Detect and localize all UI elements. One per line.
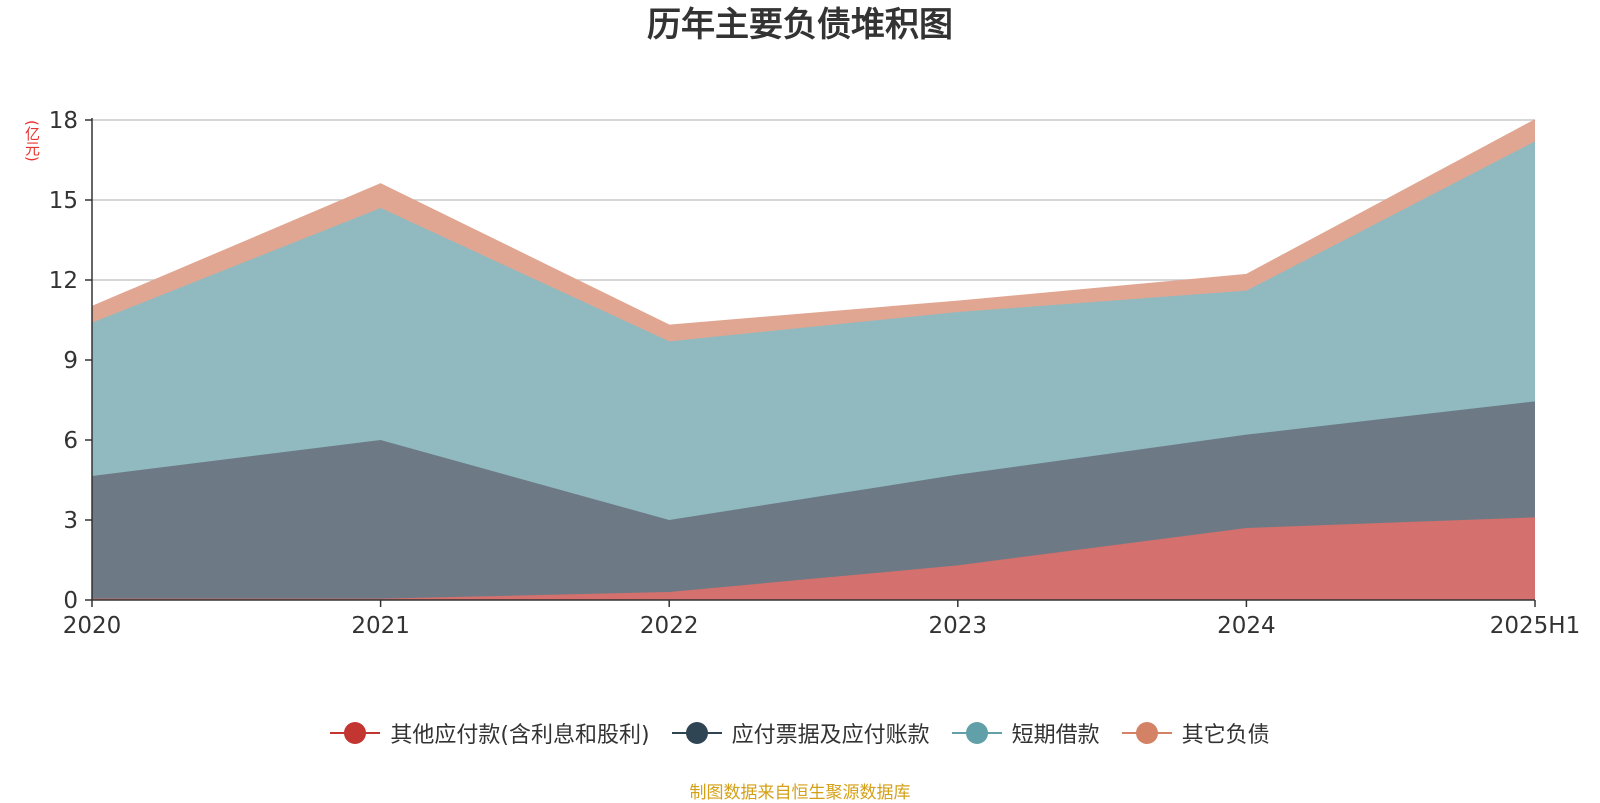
- area-series-2: [92, 141, 1535, 521]
- x-tick-label-5: 2025H1: [1490, 613, 1580, 639]
- line-series-3: [91, 119, 1536, 327]
- y-tick-label-5: 15: [49, 188, 78, 214]
- y-axis-unit: (亿元): [23, 120, 41, 162]
- legend-item-notes-accounts-payable[interactable]: 应付票据及应付账款: [671, 717, 930, 749]
- legend-item-short-term-loans[interactable]: 短期借款: [951, 717, 1100, 749]
- x-tick-label-3: 2023: [929, 613, 988, 639]
- y-tick-label-6: 18: [49, 108, 78, 134]
- legend-label-other-liabilities: 其它负债: [1181, 723, 1270, 748]
- x-tick-label-2: 2022: [640, 613, 699, 639]
- legend: 其他应付款(含利息和股利) 应付票据及应付账款 短期借款 其它负债: [0, 717, 1600, 749]
- legend-marker-notes-accounts-payable: [671, 721, 722, 745]
- legend-label-notes-accounts-payable: 应付票据及应付账款: [731, 723, 930, 748]
- source-note: 制图数据来自恒生聚源数据库: [689, 783, 911, 803]
- y-tick-label-1: 3: [63, 508, 78, 534]
- x-tick-label-0: 2020: [63, 613, 122, 639]
- area-series-1: [92, 401, 1535, 599]
- chart-title: 历年主要负债堆积图: [647, 5, 953, 45]
- legend-marker-short-term-loans: [951, 721, 1002, 745]
- legend-label-other-payables: 其他应付款(含利息和股利): [390, 723, 650, 748]
- area-series-3: [92, 120, 1535, 342]
- x-tick-label-1: 2021: [351, 613, 410, 639]
- legend-item-other-liabilities[interactable]: 其它负债: [1121, 717, 1270, 749]
- x-tick-label-4: 2024: [1217, 613, 1276, 639]
- legend-item-other-payables[interactable]: 其他应付款(含利息和股利): [330, 717, 650, 749]
- y-tick-label-2: 6: [63, 428, 78, 454]
- legend-marker-other-liabilities: [1121, 721, 1172, 745]
- y-tick-label-4: 12: [49, 268, 78, 294]
- y-tick-label-0: 0: [63, 588, 78, 614]
- legend-label-short-term-loans: 短期借款: [1011, 723, 1100, 748]
- legend-marker-other-payables: [330, 721, 381, 745]
- y-tick-label-3: 9: [63, 348, 78, 374]
